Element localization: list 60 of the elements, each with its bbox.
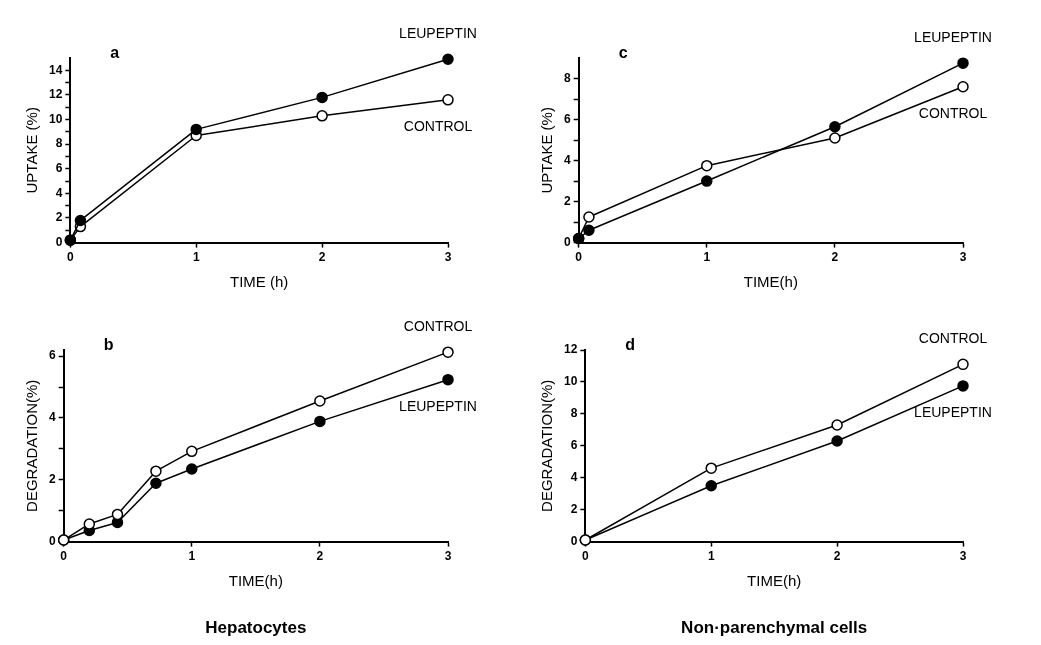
x-tick-label: 2 (831, 250, 839, 265)
series-label: CONTROL (918, 104, 988, 121)
x-axis-title: TIME(h) (743, 273, 798, 291)
x-tick-label: 2 (318, 250, 326, 265)
series-label: CONTROL (403, 117, 473, 134)
x-tick-label: 0 (582, 549, 589, 564)
x-tick-label: 3 (444, 250, 452, 265)
x-axis-title: TIME(h) (747, 572, 802, 590)
x-tick-label: 3 (959, 549, 967, 564)
series-label: CONTROL (403, 318, 473, 335)
chart-title: d (625, 336, 636, 354)
series-label: LEUPEPTIN (399, 397, 477, 414)
text: Non·parenchymal cells (681, 618, 868, 638)
y-tick-label: 10 (563, 374, 578, 389)
series-label: CONTROL (918, 330, 988, 347)
y-tick-label: 14 (48, 62, 63, 77)
y-tick-label: 12 (563, 342, 578, 357)
x-tick-label: 1 (703, 250, 711, 265)
x-tick-label: 2 (833, 549, 841, 564)
y-axis-title: DEGRADATION(%) (538, 379, 556, 512)
y-tick-label: 0 (55, 234, 63, 249)
x-tick-label: 1 (192, 250, 200, 265)
y-tick-label: 6 (55, 161, 63, 176)
x-tick-label: 2 (316, 549, 324, 564)
x-tick-label: 3 (444, 549, 452, 564)
x-axis-title: TIME (h) (230, 273, 289, 291)
y-tick-label: 0 (570, 533, 578, 548)
chart-title: a (110, 44, 120, 62)
y-tick-label: 0 (563, 234, 571, 249)
series-label: LEUPEPTIN (399, 25, 477, 42)
y-tick-label: 2 (55, 210, 63, 225)
y-tick-label: 2 (48, 472, 56, 487)
chart-title: b (103, 336, 114, 354)
y-tick-label: 4 (570, 470, 578, 485)
y-axis-title: UPTAKE (%) (538, 107, 556, 194)
y-tick-label: 4 (55, 185, 63, 200)
y-tick-label: 0 (48, 533, 56, 548)
y-axis-title: UPTAKE (%) (23, 107, 41, 194)
y-tick-label: 6 (48, 348, 56, 363)
x-tick-label: 0 (67, 250, 74, 265)
y-tick-label: 8 (55, 136, 63, 151)
y-tick-label: 6 (563, 111, 571, 126)
series-label: LEUPEPTIN (914, 28, 992, 45)
series-label: LEUPEPTIN (914, 403, 992, 420)
y-tick-label: 2 (570, 501, 578, 516)
x-tick-label: 1 (188, 549, 196, 564)
y-tick-label: 4 (563, 152, 571, 167)
text: Hepatocytes (205, 618, 307, 638)
x-tick-label: 1 (707, 549, 715, 564)
y-tick-label: 2 (563, 193, 571, 208)
y-tick-label: 10 (48, 111, 63, 126)
y-tick-label: 12 (48, 87, 63, 102)
x-axis-title: TIME(h) (228, 572, 283, 590)
y-tick-label: 8 (570, 406, 578, 421)
y-tick-label: 8 (563, 70, 571, 85)
x-tick-label: 3 (959, 250, 967, 265)
y-tick-label: 4 (48, 410, 56, 425)
y-axis-title: DEGRADATION(%) (23, 379, 41, 512)
chart-title: c (618, 44, 628, 62)
y-tick-label: 6 (570, 438, 578, 453)
